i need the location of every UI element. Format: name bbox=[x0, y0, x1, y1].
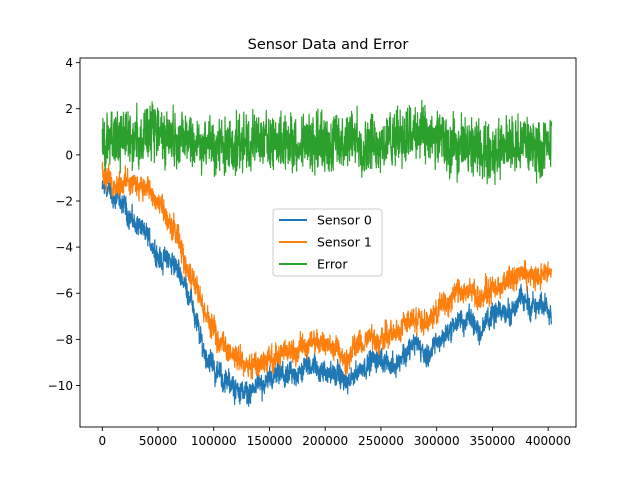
legend-label: Error bbox=[317, 257, 348, 272]
x-tick-label: 200000 bbox=[302, 434, 348, 448]
series-line-sensor-0 bbox=[101, 178, 553, 407]
x-tick-label: 150000 bbox=[247, 434, 293, 448]
series-line-sensor-1 bbox=[101, 161, 553, 380]
x-tick-label: 400000 bbox=[525, 434, 571, 448]
y-tick-label: −2 bbox=[55, 194, 73, 208]
legend: Sensor 0 Sensor 1 Error bbox=[272, 208, 383, 277]
plot-frame bbox=[79, 57, 577, 428]
x-tick-label: 250000 bbox=[358, 434, 404, 448]
y-tick-label: −8 bbox=[55, 333, 73, 347]
y-tick-label: 2 bbox=[65, 102, 73, 116]
series-layer bbox=[101, 99, 553, 407]
x-tick-label: 50000 bbox=[139, 434, 177, 448]
y-tick-label: −10 bbox=[48, 379, 73, 393]
y-tick-label: −4 bbox=[55, 241, 73, 255]
legend-label: Sensor 0 bbox=[317, 213, 372, 228]
y-tick-label: 4 bbox=[65, 56, 73, 70]
series-line-error bbox=[101, 99, 553, 186]
chart-title: Sensor Data and Error bbox=[248, 37, 409, 53]
y-tick-label: −6 bbox=[55, 287, 73, 301]
x-tick-label: 350000 bbox=[469, 434, 515, 448]
y-tick-label: 0 bbox=[65, 148, 73, 162]
legend-label: Sensor 1 bbox=[317, 235, 372, 250]
legend-box bbox=[272, 208, 383, 277]
y-axis: 4 2 0 −2 −4 −6 −8 −10 bbox=[48, 56, 80, 393]
x-axis: 0 50000 100000 150000 200000 250000 300000 3500… bbox=[98, 427, 571, 448]
x-tick-label: 0 bbox=[98, 434, 106, 448]
x-tick-label: 300000 bbox=[414, 434, 460, 448]
x-tick-label: 100000 bbox=[191, 434, 237, 448]
